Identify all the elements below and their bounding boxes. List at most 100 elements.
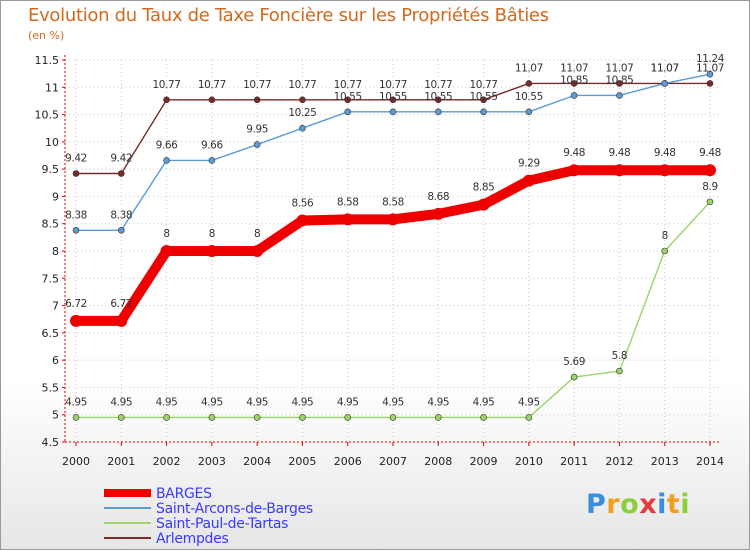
series-line <box>75 201 711 419</box>
y-tick-label: 9 <box>52 190 59 203</box>
data-point <box>251 245 264 257</box>
x-tick-label: 2008 <box>424 455 452 468</box>
data-label: 4.95 <box>427 396 449 408</box>
data-label: 10.77 <box>243 79 271 91</box>
data-label: 11.07 <box>651 62 679 74</box>
data-label: 11.07 <box>605 62 633 74</box>
data-label: 10.55 <box>424 91 452 103</box>
data-label: 11.07 <box>560 62 588 74</box>
data-point <box>160 245 173 257</box>
x-tick-label: 2009 <box>470 455 498 468</box>
data-point <box>344 414 352 421</box>
data-label: 4.95 <box>337 396 359 408</box>
data-point <box>70 314 82 327</box>
data-point <box>704 164 716 177</box>
y-tick-label: 7 <box>52 300 59 313</box>
data-label: 9.66 <box>201 139 223 151</box>
data-label: 9.48 <box>609 147 631 159</box>
legend-label: Arlempdes <box>156 531 228 547</box>
data-point <box>163 157 170 164</box>
data-label: 10.77 <box>153 79 181 91</box>
data-point <box>434 96 442 104</box>
data-point <box>525 80 533 87</box>
data-point <box>480 108 487 116</box>
y-tick-label: 8 <box>52 245 59 258</box>
data-point <box>616 367 623 375</box>
data-label: 4.95 <box>110 396 132 408</box>
data-point <box>434 108 442 116</box>
data-point <box>389 108 397 116</box>
x-tick-label: 2010 <box>515 455 543 468</box>
data-point <box>253 141 261 148</box>
logo-letter: x <box>639 489 658 520</box>
data-label: 10.25 <box>288 107 316 119</box>
data-point <box>661 80 669 87</box>
data-point <box>570 80 578 87</box>
data-label: 4.95 <box>382 396 404 408</box>
data-label: 6.72 <box>110 298 132 310</box>
y-tick-label: 9.5 <box>42 163 60 176</box>
data-point <box>205 245 218 257</box>
data-point <box>299 124 306 132</box>
data-point <box>72 414 80 421</box>
data-point <box>477 198 490 211</box>
data-label: 9.48 <box>654 147 676 159</box>
data-label: 5.8 <box>612 350 628 362</box>
data-label: 4.95 <box>473 396 495 408</box>
data-label: 8.56 <box>292 197 314 209</box>
x-tick-label: 2004 <box>243 455 271 468</box>
data-label: 10.55 <box>470 91 498 103</box>
data-point <box>117 170 125 177</box>
logo-letter: i <box>680 489 691 520</box>
data-point <box>387 213 399 226</box>
data-label: 11.24 <box>696 53 725 65</box>
legend-label: Saint-Arcons-de-Barges <box>156 501 313 517</box>
data-point <box>389 96 397 104</box>
data-point <box>208 414 216 421</box>
data-label: 8.68 <box>427 191 449 203</box>
data-point <box>253 414 261 421</box>
data-label: 9.42 <box>110 153 132 165</box>
y-tick-label: 6.5 <box>42 327 60 340</box>
data-label: 8.38 <box>65 209 87 221</box>
data-label: 10.85 <box>605 74 633 86</box>
data-point <box>163 414 170 421</box>
y-tick-label: 10 <box>45 136 59 149</box>
x-tick-label: 2013 <box>651 455 679 468</box>
data-label: 10.77 <box>379 79 407 91</box>
data-point <box>208 96 216 104</box>
data-point <box>706 198 714 206</box>
data-label: 10.77 <box>198 79 226 91</box>
data-label: 9.48 <box>563 147 585 159</box>
x-tick-label: 2006 <box>334 455 362 468</box>
data-label: 11.07 <box>696 62 724 74</box>
y-tick-label: 10.5 <box>35 109 60 122</box>
y-tick-label: 7.5 <box>42 272 60 285</box>
data-point <box>115 314 128 327</box>
data-label: 4.95 <box>65 396 87 408</box>
logo-letter: t <box>666 489 681 520</box>
data-point <box>661 247 669 255</box>
data-label: 9.42 <box>65 153 87 165</box>
data-point <box>480 414 487 421</box>
chart-title: Evolution du Taux de Taxe Foncière sur l… <box>28 5 549 26</box>
x-tick-label: 2001 <box>107 455 135 468</box>
data-point <box>344 108 352 116</box>
y-axis-unit-label: (en %) <box>28 29 65 42</box>
y-tick-label: 11 <box>45 81 59 94</box>
x-tick-label: 2011 <box>560 455 588 468</box>
data-label: 11.07 <box>651 62 679 74</box>
data-label: 10.77 <box>424 79 452 91</box>
data-label: 8.9 <box>702 181 718 193</box>
data-point <box>570 373 578 381</box>
x-tick-label: 2014 <box>696 455 724 468</box>
y-tick-label: 8.5 <box>42 218 60 231</box>
data-label: 8 <box>163 228 169 240</box>
data-point <box>706 70 714 78</box>
grid-lines <box>65 59 719 443</box>
data-point <box>72 170 80 177</box>
x-tick-label: 2007 <box>379 455 407 468</box>
data-label: 8.38 <box>110 209 132 221</box>
legend: BARGESSaint-Arcons-de-BargesSaint-Paul-d… <box>104 486 313 547</box>
